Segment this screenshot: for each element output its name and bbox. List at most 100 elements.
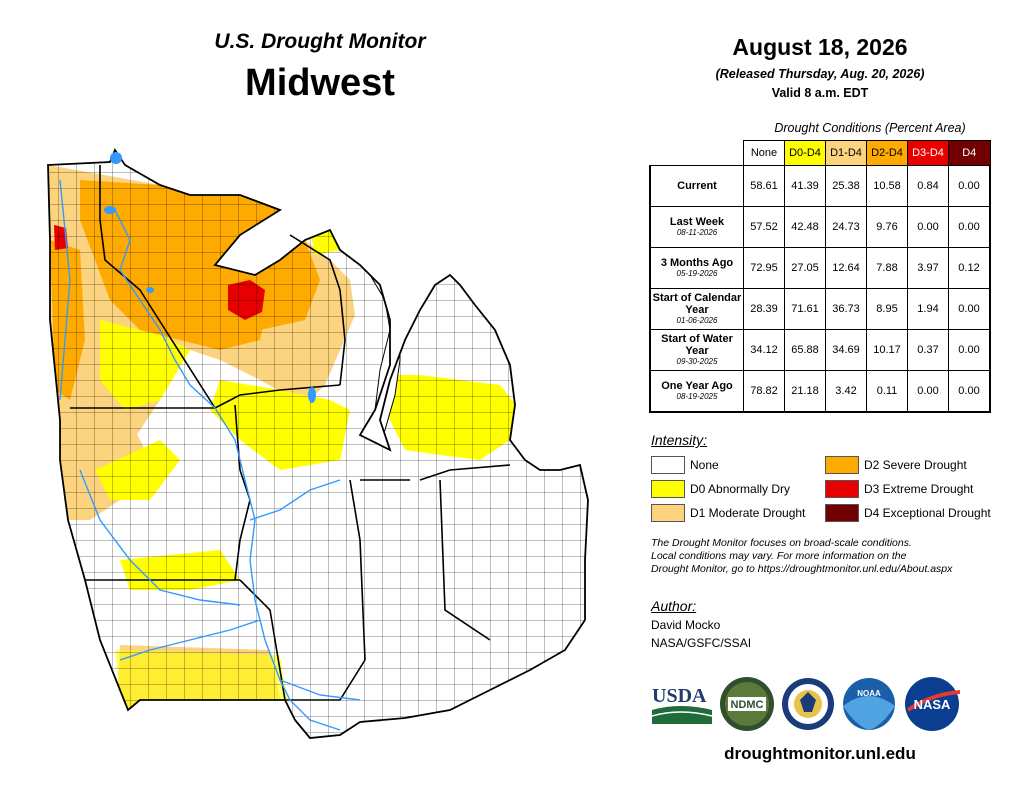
table-cell: 3.97 [907, 247, 949, 289]
legend-swatch-d4 [825, 504, 859, 522]
legend-label-none: None [690, 458, 719, 472]
table-cell: 0.00 [948, 206, 991, 248]
legend-title: Intensity: [651, 432, 708, 448]
legend-swatch-d1 [651, 504, 685, 522]
table-cell: 24.73 [825, 206, 867, 248]
row-label: Current [649, 165, 744, 207]
table-cell: 0.12 [948, 247, 991, 289]
row-label: Start of Calendar Year 01-06-2026 [649, 288, 744, 330]
state-borders [70, 165, 511, 701]
legend-label-d1: D1 Moderate Drought [690, 506, 806, 520]
table-row: Current 58.61 41.39 25.38 10.58 0.84 0.00 [649, 165, 991, 207]
map-date: August 18, 2026 [732, 34, 908, 60]
note-line-2: Local conditions may vary. For more info… [651, 550, 907, 562]
col-header-none: None [743, 140, 785, 166]
region-title: Midwest [245, 62, 395, 104]
ndmc-logo: NDMC [720, 677, 774, 731]
legend-label-d3: D3 Extreme Drought [864, 482, 974, 496]
table-cell: 58.61 [743, 165, 785, 207]
author-title: Author: [651, 598, 697, 614]
nasa-logo-text: NASA [914, 697, 951, 712]
row-label: Start of Water Year 09-30-2025 [649, 329, 744, 371]
table-cell: 65.88 [784, 329, 826, 371]
table-cell: 0.84 [907, 165, 949, 207]
legend-label-d0: D0 Abnormally Dry [690, 482, 791, 496]
usda-logo: USDA [651, 685, 713, 724]
legend-swatch-d0 [651, 480, 685, 498]
table-cell: 1.94 [907, 288, 949, 330]
col-header-d2-d4: D2-D4 [866, 140, 908, 166]
table-cell: 0.00 [907, 206, 949, 248]
table-cell: 25.38 [825, 165, 867, 207]
table-cell: 36.73 [825, 288, 867, 330]
table-cell: 0.00 [948, 370, 991, 413]
table-cell: 78.82 [743, 370, 785, 413]
legend-swatch-d2 [825, 456, 859, 474]
row-label: 3 Months Ago 05-19-2026 [649, 247, 744, 289]
d0-up-east [390, 255, 440, 285]
noaa-logo-text: NOAA [857, 689, 881, 698]
row-label-date: 08-11-2026 [676, 228, 718, 237]
table-header-row: None D0-D4 D1-D4 D2-D4 D3-D4 D4 [650, 140, 991, 166]
col-header-d4: D4 [948, 140, 991, 166]
commerce-seal [782, 678, 834, 730]
table-body: Current 58.61 41.39 25.38 10.58 0.84 0.00 Last … [649, 165, 991, 413]
table-cell: 3.42 [825, 370, 867, 413]
table-corner [650, 141, 744, 166]
row-label-text: 3 Months Ago [660, 257, 734, 269]
col-header-d3-d4: D3-D4 [907, 140, 949, 166]
nasa-logo: NASA [905, 677, 961, 731]
ndmc-logo-text: NDMC [731, 699, 764, 711]
row-label-date: 05-19-2026 [676, 269, 718, 278]
valid-time: Valid 8 a.m. EDT [771, 86, 869, 100]
note-line-1: The Drought Monitor focuses on broad-sca… [651, 537, 912, 549]
table-row: One Year Ago 08-19-2025 78.82 21.18 3.42 0.11… [649, 370, 991, 413]
table-row: 3 Months Ago 05-19-2026 72.95 27.05 12.64 7.8… [649, 247, 991, 289]
row-label-text: Last Week [669, 216, 725, 228]
table-cell: 34.69 [825, 329, 867, 371]
row-label: One Year Ago 08-19-2025 [649, 370, 744, 413]
author-org: NASA/GSFC/SSAI [651, 636, 752, 650]
legend-swatch-d3 [825, 480, 859, 498]
table-caption: Drought Conditions (Percent Area) [774, 121, 966, 135]
row-label-text: Current [677, 180, 717, 192]
table-cell: 72.95 [743, 247, 785, 289]
note-line-3: Drought Monitor, go to https://droughtmo… [651, 563, 953, 575]
product-title: U.S. Drought Monitor [214, 30, 426, 53]
release-date: (Released Thursday, Aug. 20, 2026) [715, 67, 925, 81]
col-header-d1-d4: D1-D4 [825, 140, 867, 166]
table-cell: 0.00 [948, 288, 991, 330]
disclaimer-note: The Drought Monitor focuses on broad-sca… [651, 537, 1011, 576]
table-cell: 12.64 [825, 247, 867, 289]
author-name: David Mocko [651, 618, 721, 632]
table-cell: 10.17 [866, 329, 908, 371]
table-row: Last Week 08-11-2026 57.52 42.48 24.73 9.76 0.… [649, 206, 991, 248]
table-cell: 34.12 [743, 329, 785, 371]
legend-label-d4: D4 Exceptional Drought [864, 506, 991, 520]
table-cell: 0.00 [948, 329, 991, 371]
table-cell: 10.58 [866, 165, 908, 207]
table-cell: 0.37 [907, 329, 949, 371]
table-cell: 7.88 [866, 247, 908, 289]
table-row: Start of Calendar Year 01-06-2026 28.39 71.… [649, 288, 991, 330]
row-label-text: One Year Ago [661, 380, 733, 392]
row-label-date: 08-19-2025 [676, 392, 718, 401]
table-cell: 0.00 [907, 370, 949, 413]
table-row: Start of Water Year 09-30-2025 34.12 65.88 3… [649, 329, 991, 371]
row-label-text: Start of Calendar Year [652, 292, 742, 316]
row-label-date: 09-30-2025 [676, 357, 718, 366]
table-cell: 27.05 [784, 247, 826, 289]
row-label-text: Start of Water Year [661, 333, 733, 357]
table-cell: 28.39 [743, 288, 785, 330]
table-cell: 0.11 [866, 370, 908, 413]
row-label: Last Week 08-11-2026 [649, 206, 744, 248]
usda-logo-text: USDA [652, 685, 707, 707]
table-cell: 21.18 [784, 370, 826, 413]
website-url[interactable]: droughtmonitor.unl.edu [724, 744, 916, 763]
noaa-logo: NOAA [843, 678, 895, 730]
table-cell: 9.76 [866, 206, 908, 248]
drought-map [47, 149, 589, 739]
table-cell: 71.61 [784, 288, 826, 330]
legend-swatch-none [651, 456, 685, 474]
table-cell: 57.52 [743, 206, 785, 248]
